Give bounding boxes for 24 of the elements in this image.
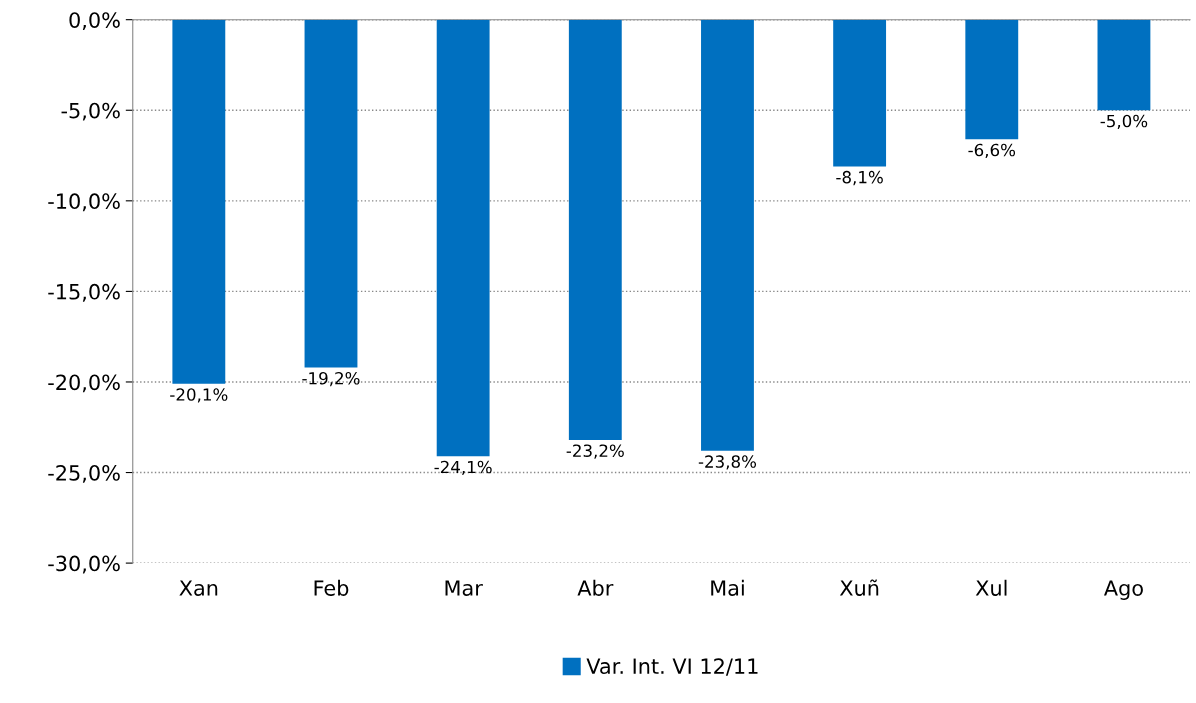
x-tick-label: Mar: [445, 580, 483, 596]
y-tick-label: -30,0%: [48, 555, 120, 574]
x-tick-label: Mai: [711, 579, 744, 596]
y-tick-label: 0,0%: [69, 12, 120, 31]
data-label: -5,0%: [1100, 114, 1148, 130]
y-tick-label: -5,0%: [61, 102, 120, 121]
y-tick-label: -20,0%: [48, 374, 120, 393]
data-label: -24,1%: [434, 460, 492, 475]
y-tick-label: -25,0%: [48, 464, 120, 483]
data-label: -6,6%: [968, 143, 1016, 158]
x-tick-label: Xan: [179, 580, 218, 596]
y-tick-label: -10,0%: [48, 193, 120, 212]
data-label: -23,8%: [698, 455, 757, 470]
x-tick-label: Xul: [975, 579, 1007, 596]
x-tick-label: Xuñ: [839, 579, 879, 596]
legend-label: Var. Int. VI 12/11: [586, 658, 758, 676]
data-label: -23,2%: [566, 444, 624, 459]
x-tick-label: Abr: [577, 579, 614, 596]
y-tick-label: -15,0%: [48, 283, 120, 302]
data-label: -8,1%: [836, 170, 883, 186]
data-label: -19,2%: [302, 371, 360, 387]
x-tick-label: Feb: [314, 579, 349, 596]
x-tick-label: Ago: [1103, 580, 1143, 600]
data-label: -20,1%: [170, 388, 228, 403]
